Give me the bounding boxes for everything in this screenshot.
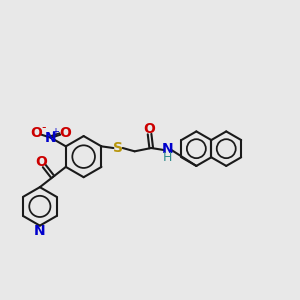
- Text: O: O: [59, 126, 71, 140]
- Text: N: N: [45, 131, 57, 145]
- Text: O: O: [144, 122, 155, 136]
- Text: O: O: [35, 155, 47, 169]
- Text: H: H: [163, 151, 172, 164]
- Text: -: -: [41, 121, 46, 134]
- Text: +: +: [51, 127, 59, 137]
- Text: S: S: [113, 141, 123, 155]
- Text: N: N: [34, 224, 46, 238]
- Text: N: N: [161, 142, 173, 156]
- Text: O: O: [31, 126, 43, 140]
